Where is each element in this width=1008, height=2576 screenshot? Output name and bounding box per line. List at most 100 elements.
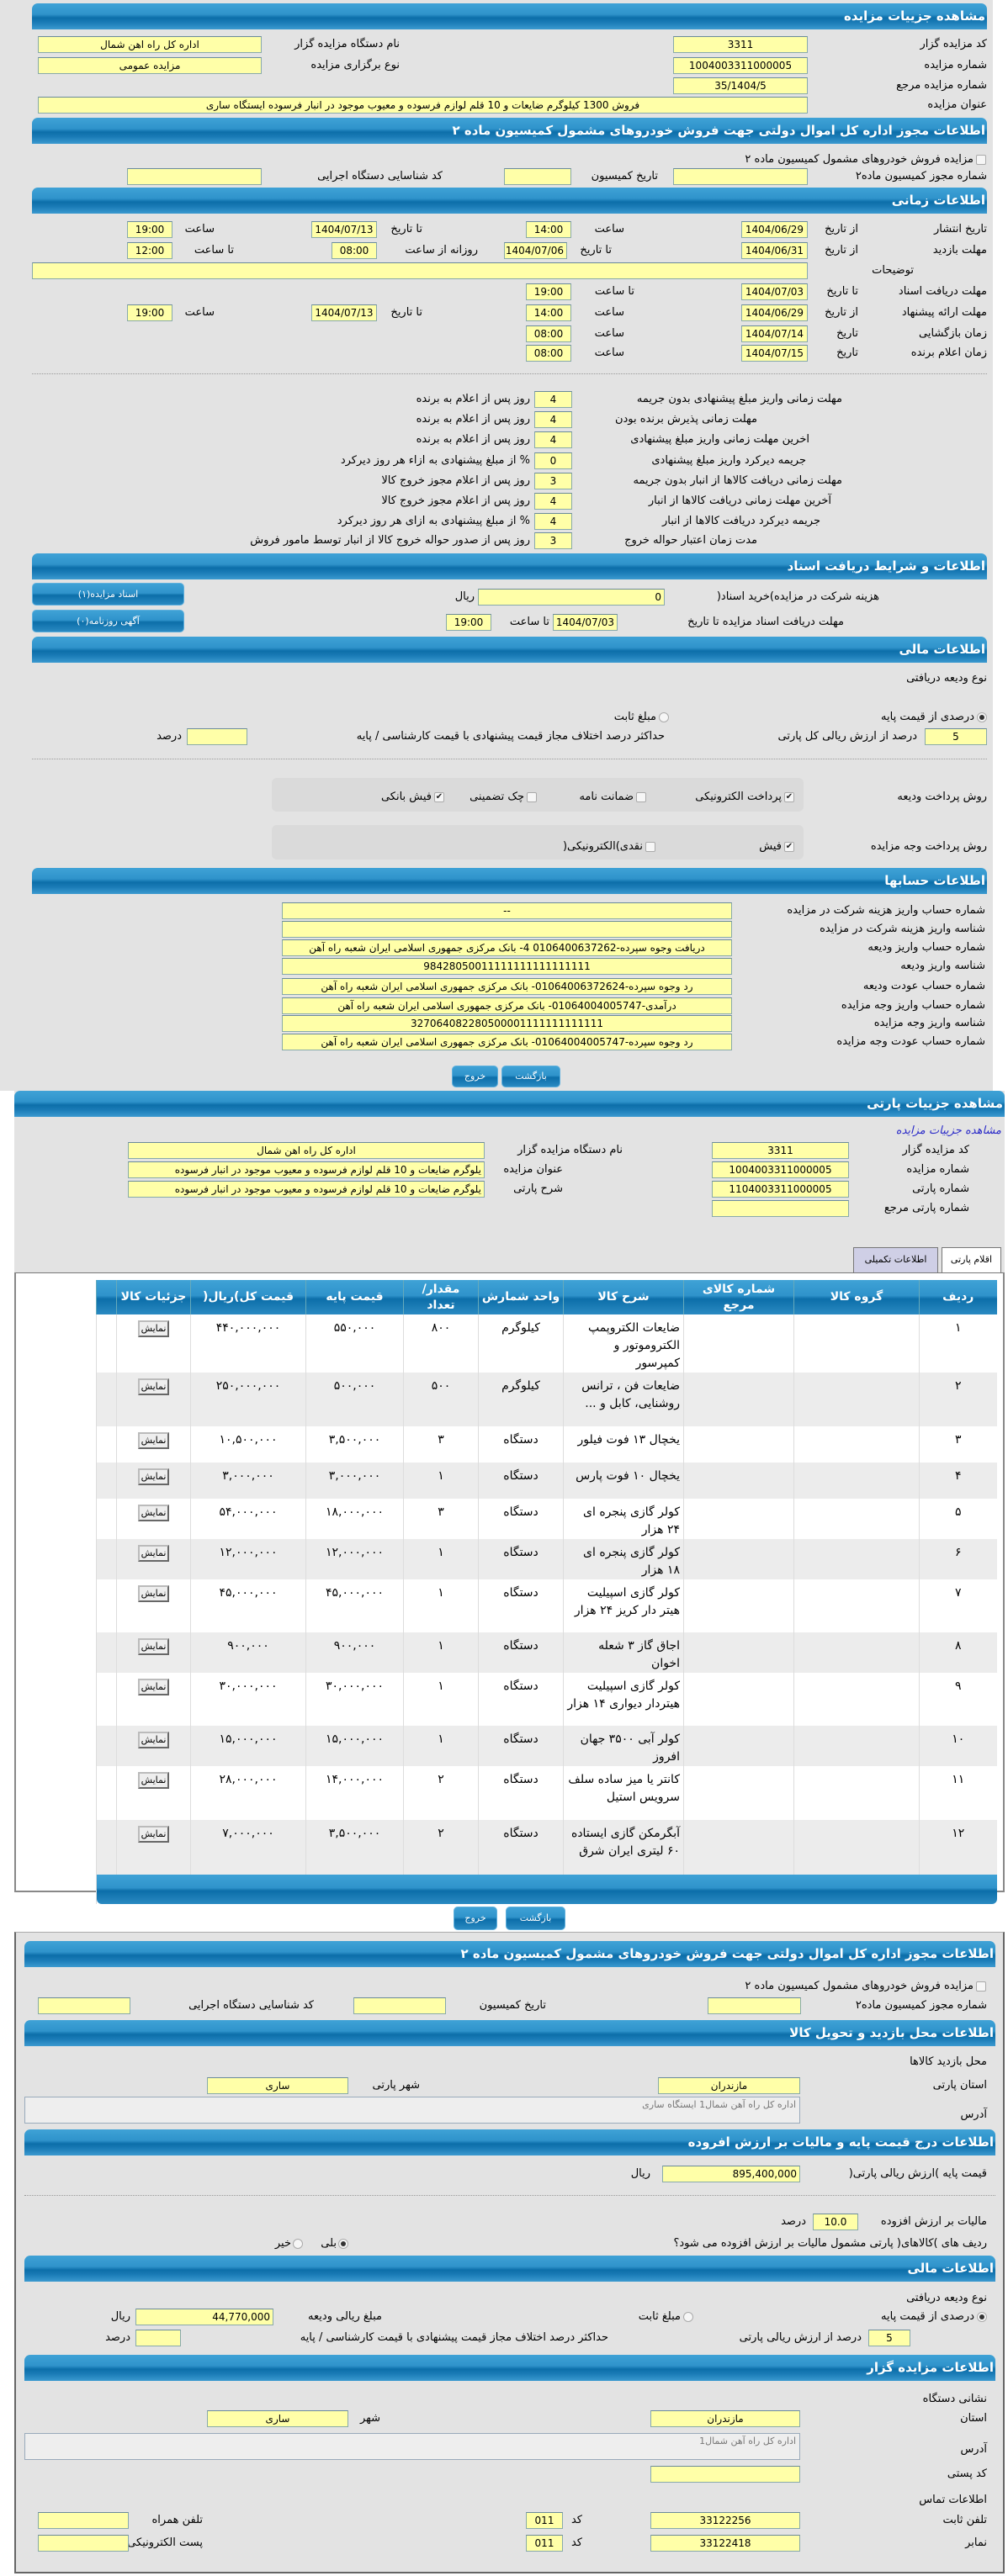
docs-deadline-time[interactable]: 19:00	[446, 614, 491, 631]
part-address-field[interactable]: اداره کل راه آهن شمال1 ایستگاه ساری	[24, 2097, 800, 2124]
show-item-button[interactable]: نمایش	[137, 1826, 170, 1843]
auction-type-field[interactable]: مزایده عمومی	[38, 57, 262, 74]
auction-ref-field[interactable]: 35/1404/5	[673, 77, 808, 94]
show-item-button[interactable]: نمایش	[137, 1320, 170, 1337]
deposit-method-checkbox[interactable]: ✔	[784, 792, 794, 802]
auction-title-field[interactable]: فروش 1300 کیلوگرم ضایعات و 10 قلم لوازم …	[38, 97, 808, 114]
deposit-percent-radio-2[interactable]	[977, 2312, 987, 2322]
vat-no-radio[interactable]	[293, 2239, 303, 2249]
auction-number-field[interactable]: 1004003311000005	[673, 57, 808, 74]
publish-to-date[interactable]: 1404/07/13	[311, 221, 377, 238]
show-item-button[interactable]: نمایش	[137, 1432, 170, 1449]
opening-date[interactable]: 1404/07/14	[741, 325, 808, 342]
exec-code-field-2[interactable]	[38, 1997, 130, 2014]
deposit-percent-radio[interactable]	[977, 712, 987, 722]
permit-number-field[interactable]	[673, 168, 808, 185]
winner-date[interactable]: 1404/07/15	[741, 345, 808, 362]
exit-button[interactable]: خروج	[452, 1066, 498, 1087]
part-code-field[interactable]: 3311	[712, 1142, 849, 1159]
newspaper-ads-button[interactable]: آگهی روزنامه(۰)	[32, 610, 184, 632]
commission-date-field-2[interactable]	[353, 1997, 446, 2014]
opening-time[interactable]: 08:00	[526, 325, 571, 342]
account-field[interactable]	[282, 921, 732, 938]
phone-code-field[interactable]: 011	[526, 2512, 563, 2529]
commission-checkbox[interactable]	[976, 155, 986, 165]
winner-time[interactable]: 08:00	[526, 345, 571, 362]
vat-yes-radio[interactable]	[338, 2239, 348, 2249]
show-item-button[interactable]: نمایش	[137, 1378, 170, 1395]
part-title-field[interactable]: یلوگرم ضایعات و 10 قلم لوازم فرسوده و مع…	[128, 1161, 485, 1178]
back-button-2[interactable]: بازگشت	[506, 1907, 565, 1930]
email-field[interactable]	[38, 2535, 129, 2552]
exit-button-2[interactable]: خروج	[454, 1907, 497, 1930]
offer-to-time[interactable]: 19:00	[127, 304, 172, 321]
visit-from-date[interactable]: 1404/06/31	[741, 242, 808, 259]
back-button[interactable]: بازگشت	[501, 1066, 560, 1087]
description-field[interactable]	[32, 262, 808, 279]
show-item-button[interactable]: نمایش	[137, 1545, 170, 1562]
seller-province-field[interactable]: مازندران	[650, 2410, 800, 2427]
rule-value[interactable]: 0	[534, 452, 572, 469]
part-province-field[interactable]: مازندران	[658, 2077, 800, 2094]
commission-date-field[interactable]	[504, 168, 571, 185]
deposit-percent-field-2[interactable]: 5	[868, 2330, 910, 2346]
publish-to-time[interactable]: 19:00	[127, 221, 172, 238]
phone-field[interactable]: 33122256	[650, 2512, 800, 2529]
seller-city-field[interactable]: ساری	[207, 2410, 348, 2427]
max-diff-field[interactable]	[187, 728, 247, 745]
visit-to-date[interactable]: 1404/07/06	[504, 242, 567, 259]
account-field[interactable]: درآمدی-01064004005747- بانک مرکزی جمهوری…	[282, 997, 732, 1014]
part-number-field[interactable]: 1104003311000005	[712, 1181, 849, 1198]
docs-deadline-date[interactable]: 1404/07/03	[553, 614, 618, 631]
deposit-method-checkbox[interactable]	[527, 792, 537, 802]
fax-code-field[interactable]: 011	[526, 2535, 563, 2552]
docs-to-time[interactable]: 19:00	[526, 283, 571, 300]
base-price-field[interactable]: 895,400,000	[662, 2166, 800, 2182]
fax-field[interactable]: 33122418	[650, 2535, 800, 2552]
permit-number-field-2[interactable]	[708, 1997, 801, 2014]
postal-code-field[interactable]	[650, 2466, 800, 2483]
rule-value[interactable]: 4	[534, 513, 572, 530]
show-item-button[interactable]: نمایش	[137, 1679, 170, 1695]
fee-field[interactable]: 0	[478, 589, 665, 606]
show-item-button[interactable]: نمایش	[137, 1772, 170, 1789]
account-field[interactable]: رد وجوه سپرده-01064006372624- بانک مرکزی…	[282, 978, 732, 995]
rule-value[interactable]: 3	[534, 473, 572, 489]
tab-extra-info[interactable]: اطلاعات تکمیلی	[853, 1247, 938, 1272]
show-item-button[interactable]: نمایش	[137, 1585, 170, 1602]
deposit-percent-field[interactable]: 5	[925, 728, 987, 745]
offer-from-date[interactable]: 1404/06/29	[741, 304, 808, 321]
deposit-amount-field[interactable]: 44,770,000	[135, 2309, 273, 2325]
rule-value[interactable]: 4	[534, 391, 572, 408]
show-item-button[interactable]: نمایش	[137, 1468, 170, 1485]
offer-from-time[interactable]: 14:00	[526, 304, 571, 321]
visit-daily-from[interactable]: 08:00	[332, 242, 377, 259]
tab-part-items[interactable]: اقلام پارتی	[942, 1247, 1001, 1272]
part-desc-field[interactable]: یلوگرم ضایعات و 10 قلم لوازم فرسوده و مع…	[128, 1181, 485, 1198]
part-city-field[interactable]: ساری	[207, 2077, 348, 2094]
org-name-field[interactable]: اداره کل راه اهن شمال	[38, 36, 262, 53]
auction-documents-button[interactable]: اسناد مزایده(۱)	[32, 583, 184, 606]
rule-value[interactable]: 4	[534, 493, 572, 510]
mobile-field[interactable]	[38, 2512, 129, 2529]
deposit-fixed-radio-2[interactable]	[683, 2312, 693, 2322]
vat-field[interactable]: 10.0	[813, 2214, 858, 2230]
seller-address-field[interactable]: اداره کل راه آهن شمال1	[24, 2433, 800, 2460]
commission-checkbox-2[interactable]	[976, 1981, 986, 1992]
docs-to-date[interactable]: 1404/07/03	[741, 283, 808, 300]
account-field[interactable]: دریافت وجوه سپرده-0106400637262 4- بانک …	[282, 939, 732, 956]
deposit-fixed-radio[interactable]	[659, 712, 669, 722]
show-item-button[interactable]: نمایش	[137, 1638, 170, 1655]
publish-from-time[interactable]: 14:00	[526, 221, 571, 238]
exec-code-field[interactable]	[127, 168, 262, 185]
show-item-button[interactable]: نمایش	[137, 1505, 170, 1521]
rule-value[interactable]: 4	[534, 411, 572, 428]
account-field[interactable]: 98428050011111111111111111	[282, 958, 732, 975]
part-org-field[interactable]: اداره کل راه اهن شمال	[128, 1142, 485, 1159]
visit-until[interactable]: 12:00	[127, 242, 172, 259]
rule-value[interactable]: 4	[534, 431, 572, 448]
auction-method-checkbox[interactable]	[645, 842, 655, 852]
deposit-method-checkbox[interactable]	[636, 792, 646, 802]
rule-value[interactable]: 3	[534, 532, 572, 549]
auction-details-link[interactable]: مشاهده جزییات مزایده	[895, 1124, 1001, 1137]
